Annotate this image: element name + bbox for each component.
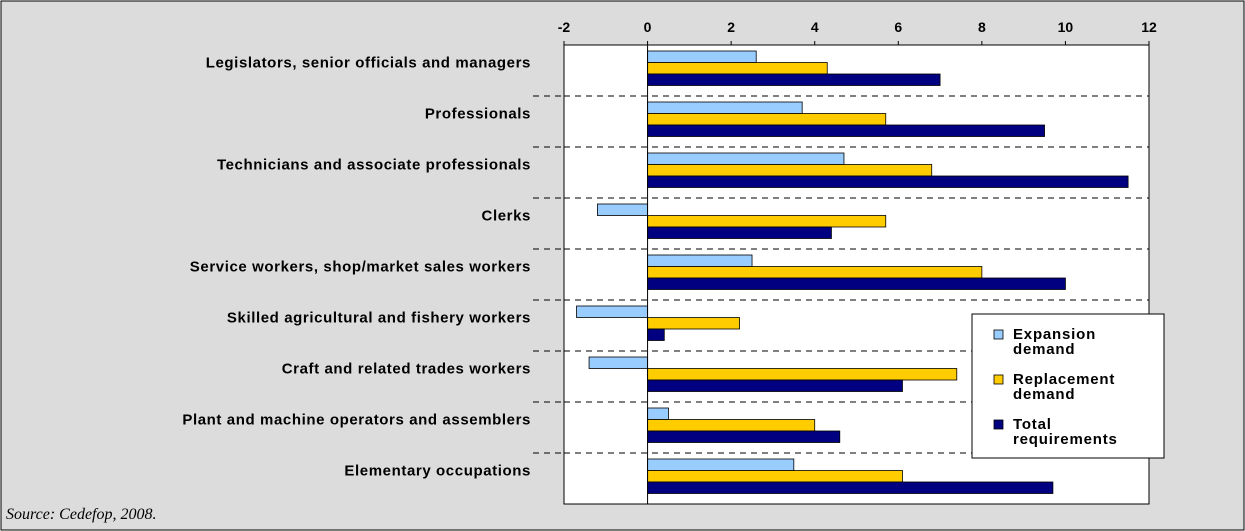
bar-replacement-demand <box>647 419 816 432</box>
bar-expansion-demand <box>647 50 757 63</box>
bar-replacement-demand <box>647 113 887 126</box>
x-tick-label: 8 <box>978 19 986 35</box>
bar-total-requirements <box>647 379 903 392</box>
bar-expansion-demand <box>647 458 795 471</box>
category-label: Legislators, senior officials and manage… <box>206 55 531 72</box>
legend-label: demand <box>1013 341 1075 358</box>
bar-expansion-demand <box>588 356 648 369</box>
category-label: Craft and related trades workers <box>282 361 531 378</box>
category-label: Elementary occupations <box>344 463 531 480</box>
bar-replacement-demand <box>647 266 983 279</box>
bar-total-requirements <box>647 226 832 239</box>
category-label: Professionals <box>425 106 531 123</box>
bar-expansion-demand <box>576 305 648 318</box>
x-tick-label: 0 <box>644 19 652 35</box>
legend: ExpansiondemandReplacementdemandTotalreq… <box>971 313 1165 459</box>
category-label: Skilled agricultural and fishery workers <box>227 310 531 327</box>
bar-total-requirements <box>647 175 1129 188</box>
legend-label: demand <box>1013 386 1075 403</box>
bar-replacement-demand <box>647 368 958 381</box>
bar-replacement-demand <box>647 470 903 483</box>
bars <box>576 50 1129 494</box>
x-tick-label: 6 <box>894 19 902 35</box>
legend-label: requirements <box>1013 431 1118 448</box>
bar-total-requirements <box>647 328 665 341</box>
x-tick-label: 4 <box>811 19 819 35</box>
legend-label: Replacement <box>1013 371 1115 388</box>
category-label: Plant and machine operators and assemble… <box>182 412 531 429</box>
category-label: Technicians and associate professionals <box>217 157 531 174</box>
bar-expansion-demand <box>597 203 648 216</box>
axes <box>563 44 1150 505</box>
bar-total-requirements <box>647 430 841 443</box>
legend-swatch <box>993 419 1004 430</box>
bar-expansion-demand <box>647 152 845 165</box>
category-labels: Legislators, senior officials and manage… <box>182 55 531 480</box>
x-tick-label: 12 <box>1141 19 1157 35</box>
legend-box <box>971 313 1165 459</box>
bar-replacement-demand <box>647 164 933 177</box>
bar-replacement-demand <box>647 62 828 75</box>
bar-expansion-demand <box>647 407 669 420</box>
category-label: Clerks <box>482 208 531 225</box>
x-tick-labels: -2 0 2 4 6 8 10 12 <box>558 19 1157 45</box>
bar-total-requirements <box>647 124 1045 137</box>
x-tick-label: 2 <box>727 19 735 35</box>
legend-label: Expansion <box>1013 326 1096 343</box>
legend-swatch <box>993 329 1004 340</box>
plot-border <box>563 44 1150 505</box>
bar-replacement-demand <box>647 317 740 330</box>
source-note: Source: Cedefop, 2008. <box>6 506 157 523</box>
x-tick-label: -2 <box>558 19 571 35</box>
legend-swatch <box>993 374 1004 385</box>
x-tick-label: 10 <box>1058 19 1074 35</box>
bar-expansion-demand <box>647 101 803 114</box>
category-label: Service workers, shop/market sales worke… <box>190 259 531 276</box>
bar-total-requirements <box>647 73 941 86</box>
bar-replacement-demand <box>647 215 887 228</box>
bar-total-requirements <box>647 277 1066 290</box>
legend-label: Total <box>1013 416 1052 433</box>
bar-total-requirements <box>647 481 1054 494</box>
bar-expansion-demand <box>647 254 753 267</box>
